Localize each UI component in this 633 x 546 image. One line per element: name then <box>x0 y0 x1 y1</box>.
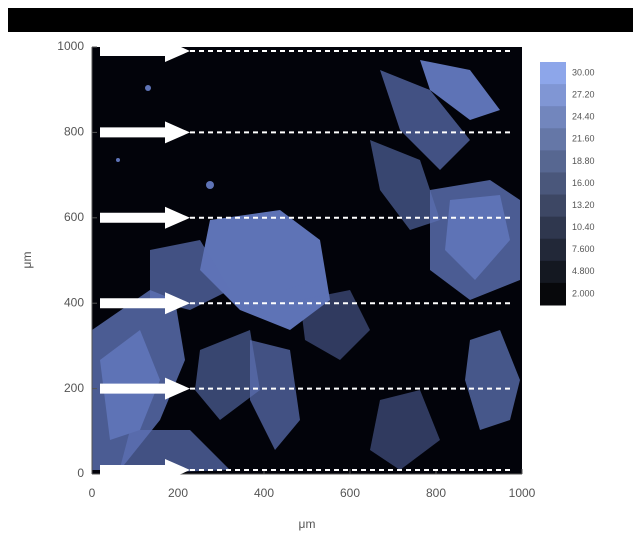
colorbar-label: 30.00 <box>572 67 595 77</box>
x-tick-label: 800 <box>426 486 446 500</box>
colorbar-band <box>540 106 566 129</box>
colorbar-band <box>540 150 566 173</box>
colorbar-band <box>540 128 566 151</box>
colorbar-band <box>540 216 566 240</box>
scan-arrow <box>100 121 190 144</box>
x-tick-label: 400 <box>254 486 274 500</box>
y-axis-label: μm <box>20 252 34 269</box>
x-tick-label: 600 <box>340 486 360 500</box>
scan-arrow <box>100 292 190 315</box>
colorbar-label: 24.40 <box>572 112 595 122</box>
y-tick-label: 400 <box>64 295 84 309</box>
scan-arrow <box>100 459 190 481</box>
header-bar <box>8 8 633 32</box>
scan-arrow <box>100 377 190 400</box>
colorbar-label: 4.800 <box>572 266 595 276</box>
x-axis-label: μm <box>299 517 316 531</box>
y-tick-label: 600 <box>64 210 84 224</box>
x-tick-label: 1000 <box>509 486 536 500</box>
y-tick-label: 200 <box>64 381 84 395</box>
scan-arrow <box>100 206 190 229</box>
colorbar-label: 7.600 <box>572 244 595 254</box>
x-tick-label: 200 <box>168 486 188 500</box>
colorbar-band <box>540 194 566 218</box>
colorbar-label: 18.80 <box>572 156 595 166</box>
colorbar-band <box>540 84 566 107</box>
colorbar-band <box>540 282 566 306</box>
colorbar-band <box>540 238 566 262</box>
map-features <box>92 60 520 472</box>
y-tick-label: 1000 <box>57 39 84 53</box>
x-tick-label: 0 <box>89 486 96 500</box>
colorbar-label: 27.20 <box>572 90 595 100</box>
colorbar-label: 16.00 <box>572 178 595 188</box>
colorbar-label: 13.20 <box>572 200 595 210</box>
colorbar-label: 21.60 <box>572 134 595 144</box>
colorbar-band <box>540 172 566 196</box>
y-tick-label: 0 <box>77 466 84 480</box>
y-tick-label: 800 <box>64 125 84 139</box>
colorbar-band <box>540 62 566 85</box>
colorbar-label: 10.40 <box>572 222 595 232</box>
colorbar-label: 2.000 <box>572 288 595 298</box>
scan-arrow <box>100 40 190 62</box>
colorbar-band <box>540 260 566 284</box>
